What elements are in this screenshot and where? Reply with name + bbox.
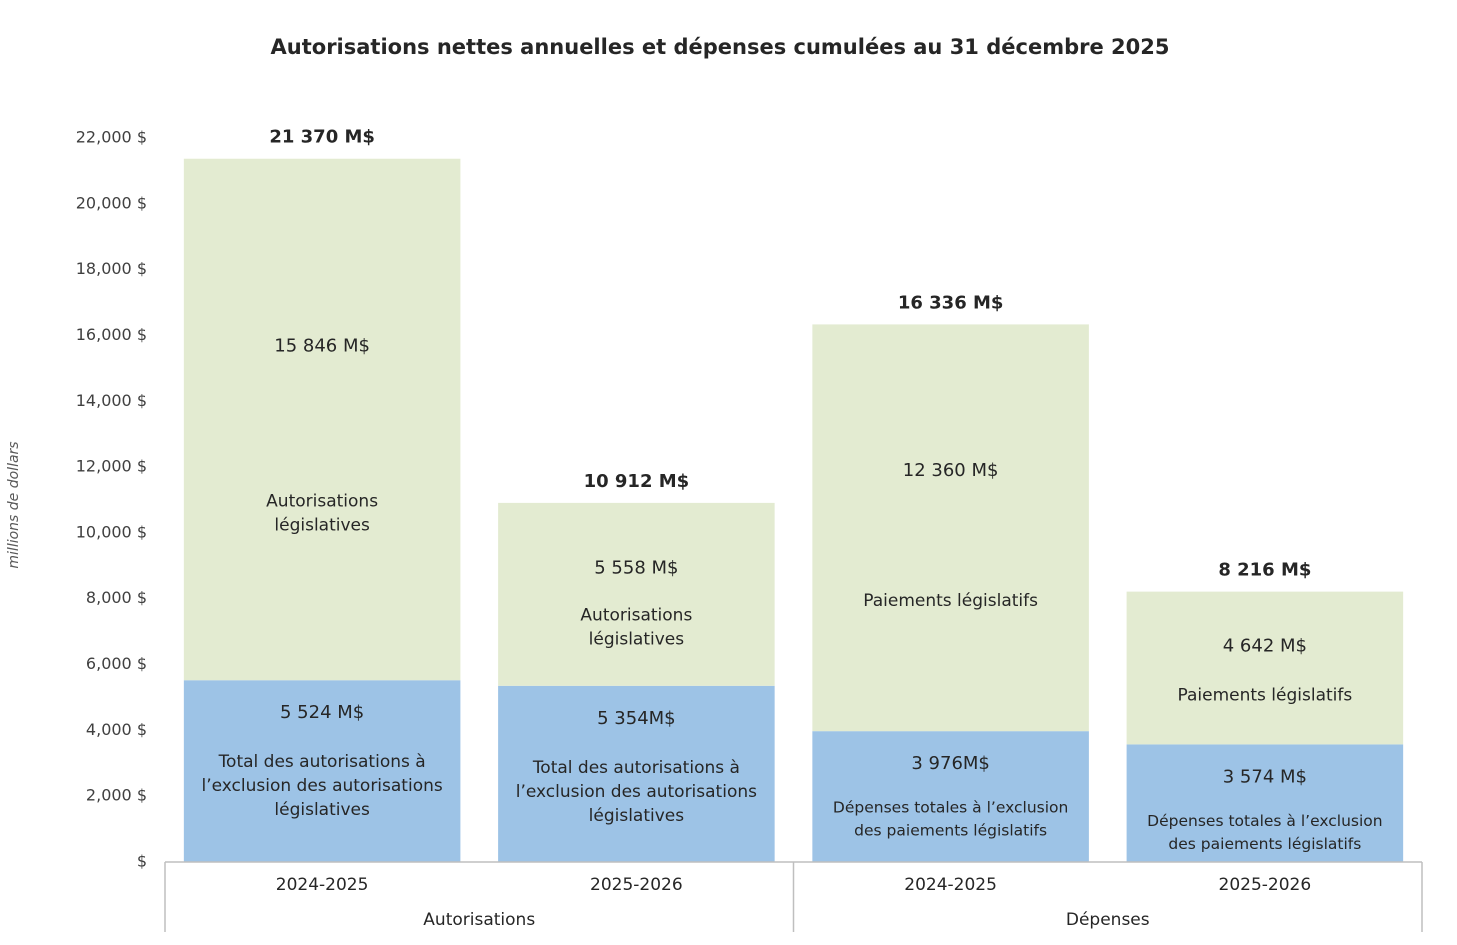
bar-segment-label: législatives (274, 515, 370, 535)
bar-segment-label: Autorisations (266, 491, 378, 511)
x-tick-label: 2024-2025 (904, 875, 997, 895)
x-tick-label: 2025-2026 (590, 875, 683, 895)
bar-segment-label: Dépenses totales à l’exclusion (1147, 812, 1382, 830)
bar-value-label: 5 558 M$ (594, 558, 678, 579)
bar-total-label: 8 216 M$ (1218, 560, 1311, 581)
y-tick-label: 18,000 $ (76, 259, 147, 278)
bar-segment-label: Paiements législatifs (1178, 685, 1353, 705)
y-tick-label: 6,000 $ (86, 654, 147, 673)
bar-total-label: 21 370 M$ (269, 127, 375, 148)
y-tick-label: 14,000 $ (76, 391, 147, 410)
bar-segment-label: législatives (589, 806, 685, 826)
bar-segment-label: législatives (589, 629, 685, 649)
y-tick-label: 10,000 $ (76, 522, 147, 541)
y-tick-label: 8,000 $ (86, 588, 147, 607)
bar-segment (812, 731, 1089, 862)
bar-segment (183, 680, 461, 862)
bar-value-label: 3 976M$ (911, 753, 990, 774)
bar-segment (1126, 591, 1404, 745)
y-tick-label: 16,000 $ (76, 325, 147, 344)
y-tick-label: 2,000 $ (86, 786, 147, 805)
x-tick-label: 2024-2025 (276, 875, 369, 895)
bar-segment (1126, 744, 1404, 862)
group-label: Autorisations (423, 910, 535, 930)
chart-title: Autorisations nettes annuelles et dépens… (271, 35, 1170, 59)
bar-value-label: 5 354M$ (597, 708, 676, 729)
bar-segment-label: l’exclusion des autorisations (202, 776, 443, 796)
y-tick-label: 4,000 $ (86, 720, 147, 739)
x-tick-label: 2025-2026 (1219, 875, 1312, 895)
bar-value-label: 3 574 M$ (1223, 766, 1307, 787)
bar-segment-label: Autorisations (580, 605, 692, 625)
bar-segment-label: Dépenses totales à l’exclusion (833, 799, 1068, 817)
bar-value-label: 12 360 M$ (903, 460, 999, 481)
bar-segment-label: Paiements législatifs (863, 591, 1038, 611)
y-tick-label: 12,000 $ (76, 457, 147, 476)
bar-segment (498, 685, 775, 862)
group-label: Dépenses (1066, 910, 1150, 930)
bar-value-label: 15 846 M$ (274, 335, 370, 356)
bar-value-label: 4 642 M$ (1223, 636, 1307, 657)
bar-segment-label: Total des autorisations à (532, 758, 740, 778)
bar-segment-label: Total des autorisations à (218, 752, 426, 772)
y-tick-label: 22,000 $ (76, 128, 147, 147)
bar-segment (498, 502, 775, 686)
y-tick-label: $ (137, 852, 147, 871)
bar-total-label: 10 912 M$ (584, 471, 690, 492)
y-tick-label: 20,000 $ (76, 193, 147, 212)
bar-segment-label: des paiements législatifs (854, 822, 1047, 840)
bar-segment-label: législatives (274, 800, 370, 820)
y-axis-title: millions de dollars (6, 441, 22, 568)
bar-segment-label: des paiements législatifs (1168, 835, 1361, 853)
bar-segment (183, 158, 461, 681)
bar-segment (812, 324, 1089, 732)
bar-segment-label: l’exclusion des autorisations (516, 782, 757, 802)
bar-total-label: 16 336 M$ (898, 292, 1004, 313)
bar-value-label: 5 524 M$ (280, 702, 364, 723)
